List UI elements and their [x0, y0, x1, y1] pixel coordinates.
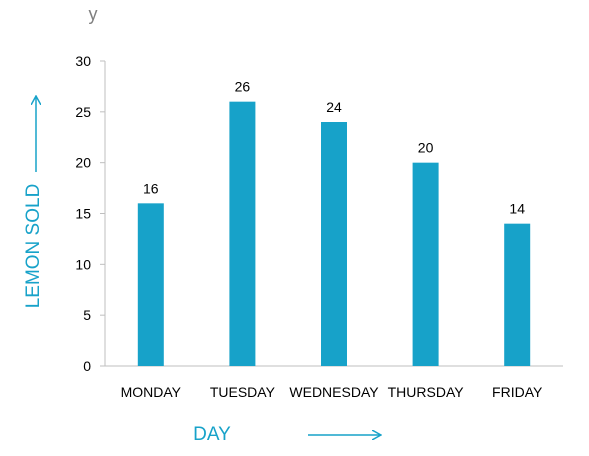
bar-thursday	[412, 162, 439, 366]
bar-monday	[137, 203, 164, 366]
data-label-monday: 16	[143, 180, 159, 196]
y-axis-ticks: 0 5 10 15 20 25 30	[75, 53, 105, 374]
y-tick-label: 10	[75, 256, 91, 272]
y-tick-label: 5	[83, 307, 91, 323]
x-tick-label-monday: MONDAY	[121, 384, 182, 400]
x-tick-label-wednesday: WEDNESDAY	[289, 384, 379, 400]
y-axis-title: LEMON SOLD	[23, 184, 44, 309]
y-tick-label: 25	[75, 104, 91, 120]
x-tick-label-tuesday: TUESDAY	[210, 384, 276, 400]
bars	[137, 101, 531, 367]
bar-friday	[504, 223, 531, 366]
x-tick-label-thursday: THURSDAY	[388, 384, 465, 400]
y-tick-label: 15	[75, 206, 91, 222]
y-tick-label: 20	[75, 155, 91, 171]
bar-tuesday	[229, 101, 256, 367]
data-label-tuesday: 26	[235, 79, 251, 95]
data-labels: 16 26 24 20 14	[143, 79, 525, 217]
data-label-wednesday: 24	[326, 99, 342, 115]
x-axis-title: DAY	[193, 424, 231, 445]
data-label-thursday: 20	[418, 140, 434, 156]
y-tick-label: 0	[83, 358, 91, 374]
y-variable-label: y	[89, 4, 98, 24]
data-label-friday: 14	[509, 201, 525, 217]
y-tick-label: 30	[75, 53, 91, 69]
x-tick-label-friday: FRIDAY	[492, 384, 543, 400]
bar-wednesday	[321, 122, 347, 366]
x-axis-tick-labels: MONDAY TUESDAY WEDNESDAY THURSDAY FRIDAY	[121, 384, 543, 400]
